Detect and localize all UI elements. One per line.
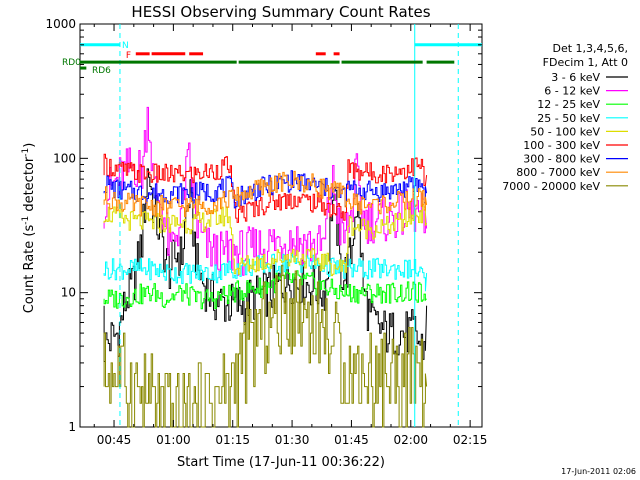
- flag-label-rd0: RD0: [62, 58, 81, 68]
- y-axis-label-sup2: -1: [21, 148, 31, 157]
- legend-label-6-12-kev: 6 - 12 keV: [544, 85, 600, 98]
- y-tick-label-1000: 1000: [45, 17, 76, 31]
- y-axis-label-end: ): [22, 143, 37, 148]
- x-tick-label-90: 01:30: [275, 433, 310, 447]
- y-tick-label-10: 10: [61, 286, 76, 300]
- legend-label-25-50-kev: 25 - 50 keV: [537, 112, 600, 125]
- series-line-3-6-kev: [103, 168, 428, 362]
- y-axis-label-mid: detector: [22, 156, 37, 216]
- x-tick-label-75: 01:15: [215, 433, 250, 447]
- x-tick-label-135: 02:15: [453, 433, 488, 447]
- flag-label-n: N: [122, 41, 129, 51]
- legend-label-100-300-kev: 100 - 300 keV: [523, 139, 600, 152]
- y-axis-label-main: Count Rate (s: [22, 225, 37, 314]
- legend: Det 1,3,4,5,6, FDecim 1, Att 0 3 - 6 keV…: [502, 42, 628, 193]
- plot-frame: [79, 23, 483, 428]
- legend-label-50-100-kev: 50 - 100 keV: [530, 125, 600, 138]
- y-axis-label-sup1: -1: [21, 216, 31, 225]
- legend-label-800-7000-kev: 800 - 7000 keV: [516, 166, 600, 179]
- footer-date: 17-Jun-2011 02:06: [561, 467, 636, 476]
- series-line-800-7000-kev: [103, 170, 428, 218]
- x-tick-label-60: 01:00: [156, 433, 191, 447]
- flag-label-f: F: [126, 51, 131, 61]
- ticks-group: 00:45 01:00 01:15 01:30 01:45 02:00 02:15 1 10 10…: [45, 17, 487, 447]
- series-line-100-300-kev: [103, 153, 428, 223]
- legend-label-3-6-kev: 3 - 6 keV: [551, 71, 600, 84]
- y-tick-label-1: 1: [68, 420, 76, 434]
- chart-title: HESSI Observing Summary Count Rates: [131, 3, 430, 21]
- x-tick-label-45: 00:45: [97, 433, 132, 447]
- legend-label-12-25-kev: 12 - 25 keV: [537, 98, 600, 111]
- legend-header-line-2: FDecim 1, Att 0: [543, 56, 628, 69]
- y-axis-label: Count Rate (s-1 detector-1): [21, 143, 37, 314]
- series-line-7000-20000-kev: [103, 264, 428, 428]
- legend-label-7000-20000-kev: 7000 - 20000 keV: [502, 180, 600, 193]
- y-tick-label-100: 100: [53, 151, 76, 165]
- x-tick-label-120: 02:00: [393, 433, 428, 447]
- legend-header-line-1: Det 1,3,4,5,6,: [552, 42, 628, 55]
- flag-label-rd6: RD6: [92, 66, 111, 76]
- x-tick-label-105: 01:45: [334, 433, 369, 447]
- x-axis-label: Start Time (17-Jun-11 00:36:22): [177, 455, 385, 470]
- legend-label-300-800-kev: 300 - 800 keV: [523, 153, 600, 166]
- series-group: [103, 106, 428, 428]
- series-line-50-100-kev: [103, 203, 428, 277]
- flags-group: NF RD0 RD6: [62, 24, 482, 427]
